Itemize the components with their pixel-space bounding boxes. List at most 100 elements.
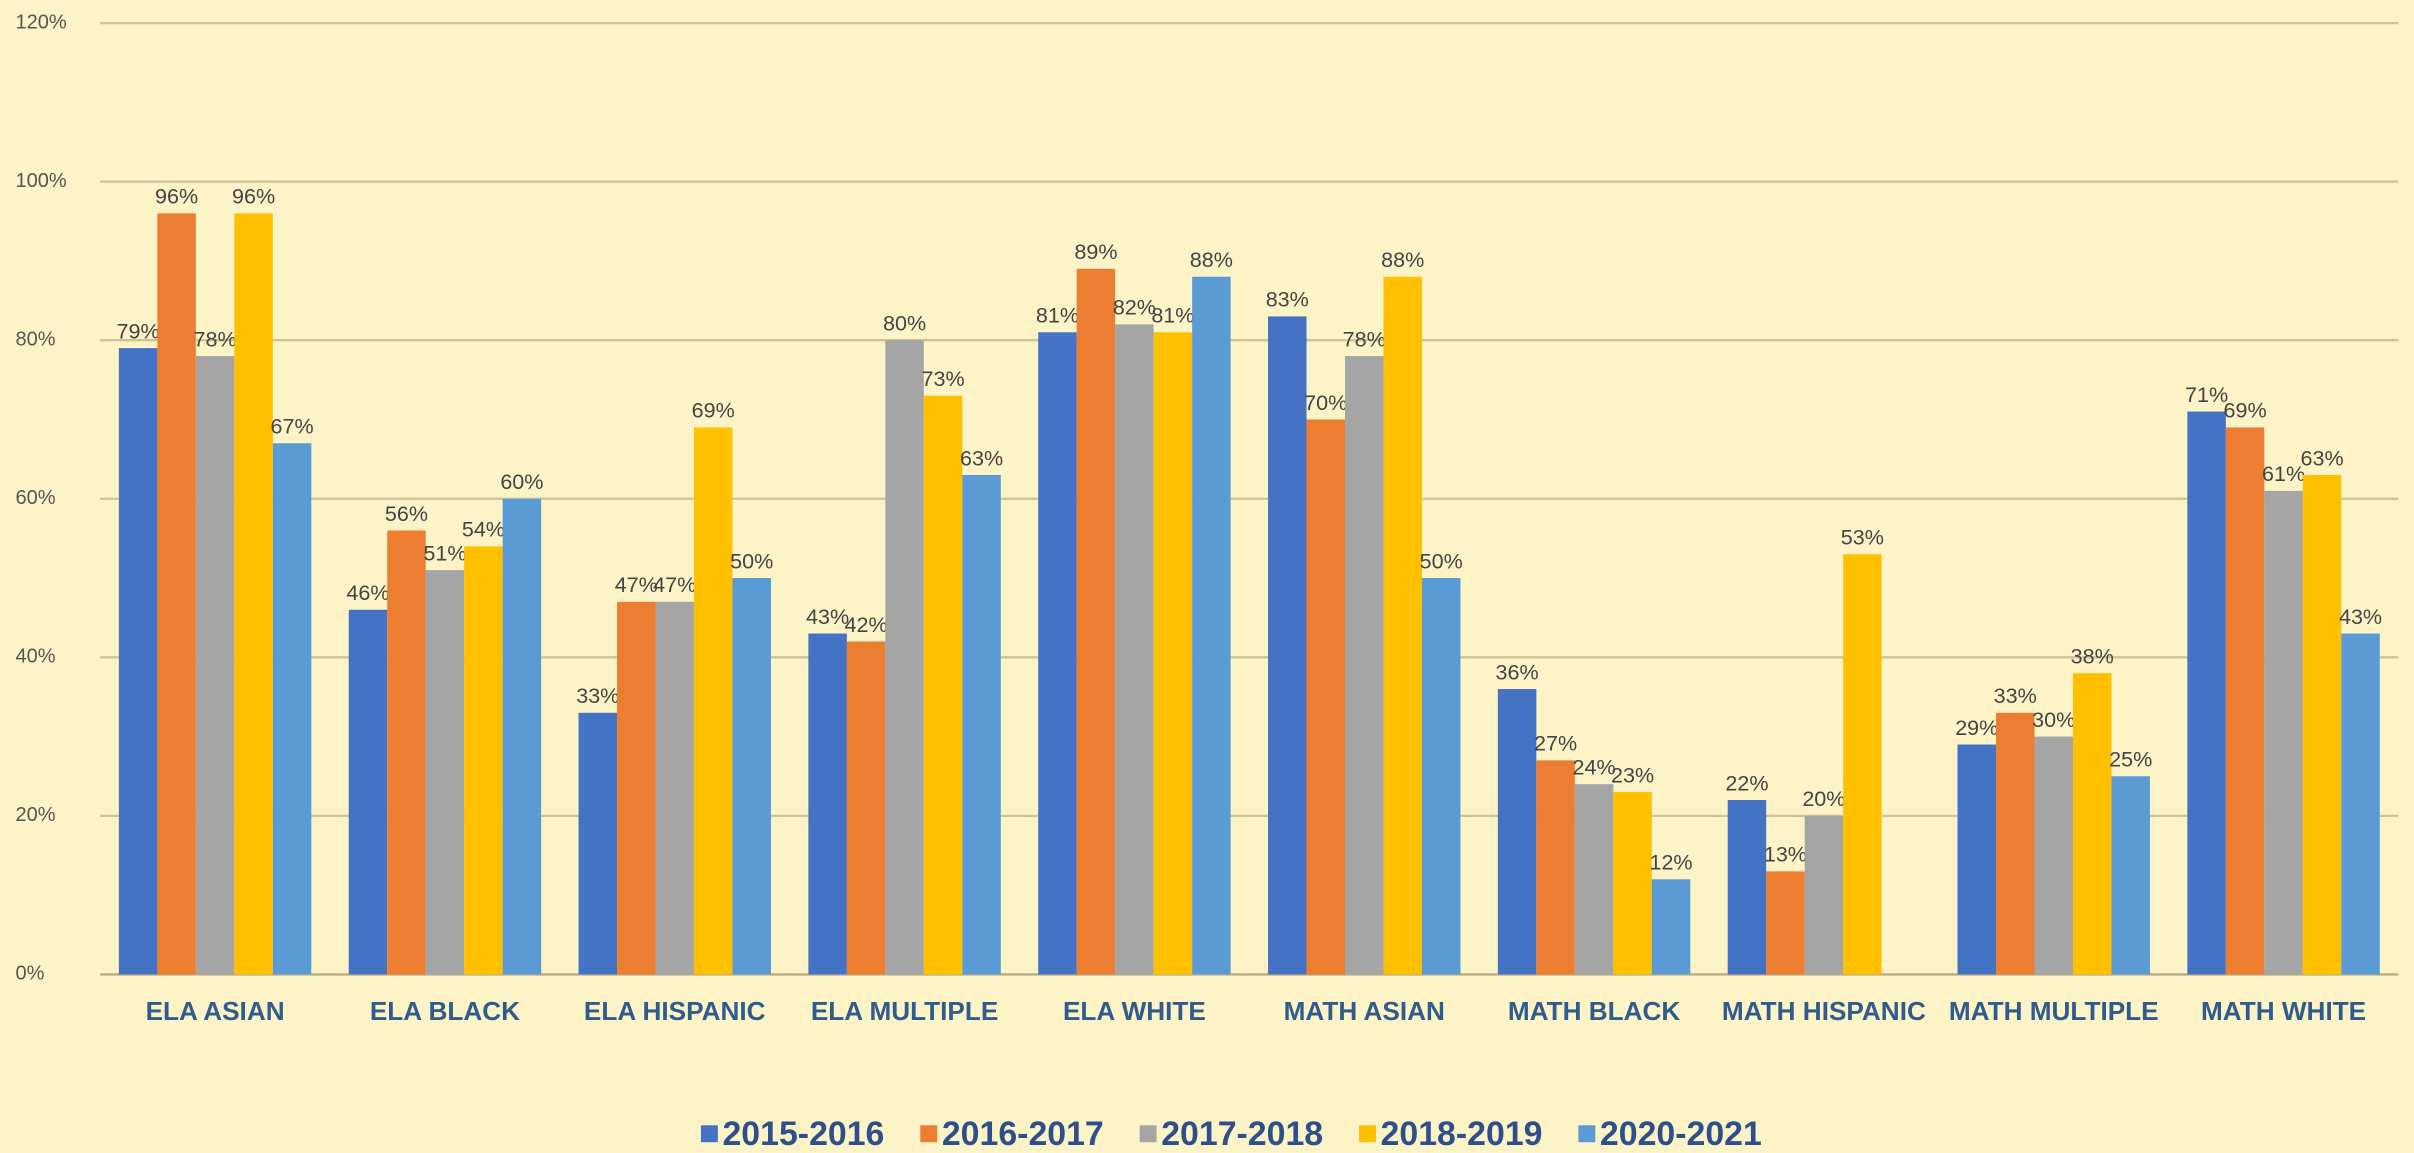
bar	[1115, 324, 1154, 975]
legend-label: 2016-2017	[942, 1115, 1104, 1153]
bar	[272, 443, 312, 975]
bar	[502, 498, 542, 975]
y-tick-label: 60%	[16, 487, 56, 509]
value-label: 63%	[960, 445, 1003, 470]
bar	[846, 641, 886, 975]
value-label: 23%	[1611, 762, 1654, 787]
value-label: 27%	[1534, 731, 1577, 756]
x-tick-label: MATH BLACK	[1508, 996, 1681, 1026]
value-label: 69%	[692, 398, 735, 423]
value-label: 81%	[1151, 303, 1194, 328]
legend-label: 2017-2018	[1161, 1115, 1323, 1153]
legend-label: 2015-2016	[722, 1115, 884, 1153]
bar	[2034, 736, 2073, 975]
value-label: 36%	[1496, 659, 1539, 684]
bar	[1766, 871, 1805, 975]
value-label: 30%	[2032, 707, 2075, 732]
x-tick-label: MATH HISPANIC	[1722, 996, 1926, 1026]
value-label: 69%	[2224, 398, 2267, 423]
bar	[387, 530, 426, 975]
value-label: 96%	[155, 184, 198, 209]
bar	[2225, 427, 2265, 975]
bar	[1536, 760, 1575, 975]
value-label: 54%	[462, 517, 505, 542]
value-label: 50%	[730, 548, 773, 573]
x-tick-label: MATH MULTIPLE	[1949, 996, 2159, 1026]
bar	[923, 395, 963, 975]
bar	[234, 213, 273, 975]
value-label: 88%	[1381, 247, 1424, 272]
y-tick-label: 20%	[16, 804, 56, 826]
x-tick-label: MATH WHITE	[2201, 996, 2366, 1026]
bar	[2264, 490, 2303, 975]
x-tick-label: MATH ASIAN	[1284, 996, 1445, 1026]
y-tick-label: 120%	[16, 11, 67, 33]
bar	[2341, 633, 2380, 975]
x-tick-label: ELA WHITE	[1063, 996, 1206, 1026]
value-label: 89%	[1074, 239, 1117, 264]
value-label: 38%	[2071, 643, 2114, 668]
bar	[1421, 578, 1461, 975]
bar	[157, 213, 196, 975]
x-tick-label: ELA HISPANIC	[584, 996, 766, 1026]
legend-swatch	[1139, 1125, 1157, 1143]
bar	[1804, 815, 1844, 975]
bar	[885, 340, 924, 975]
value-label: 50%	[1420, 548, 1463, 573]
value-label: 67%	[270, 414, 313, 439]
bar	[1996, 712, 2035, 975]
value-label: 25%	[2109, 747, 2152, 772]
legend-label: 2018-2019	[1381, 1115, 1543, 1153]
bar	[1268, 316, 1307, 975]
bar	[195, 356, 235, 975]
value-label: 88%	[1190, 247, 1233, 272]
bar	[732, 578, 771, 975]
value-label: 47%	[615, 572, 658, 597]
bar	[1727, 800, 1767, 975]
value-label: 42%	[845, 612, 888, 637]
value-label: 22%	[1725, 770, 1768, 795]
value-label: 61%	[2262, 461, 2305, 486]
value-label: 79%	[117, 318, 160, 343]
value-label: 51%	[423, 540, 466, 565]
value-label: 33%	[1994, 683, 2037, 708]
bar	[425, 570, 465, 975]
bar	[1038, 332, 1077, 975]
value-label: 78%	[1343, 326, 1386, 351]
value-label: 43%	[806, 604, 849, 629]
value-label: 83%	[1266, 287, 1309, 312]
y-tick-label: 80%	[16, 328, 56, 350]
bar	[808, 633, 847, 975]
y-tick-label: 100%	[16, 170, 67, 192]
bar	[1192, 276, 1231, 975]
bar	[1153, 332, 1193, 975]
x-tick-label: ELA ASIAN	[146, 996, 285, 1026]
bar	[962, 474, 1001, 975]
bar	[1574, 784, 1614, 975]
value-label: 46%	[346, 580, 389, 605]
value-label: 70%	[1304, 390, 1347, 415]
value-label: 78%	[194, 326, 237, 351]
value-label: 71%	[2185, 382, 2228, 407]
bar	[1957, 744, 1997, 975]
x-tick-label: ELA BLACK	[370, 996, 520, 1026]
value-label: 96%	[232, 184, 275, 209]
value-label: 13%	[1764, 842, 1807, 867]
bar	[655, 601, 694, 975]
bar	[2187, 411, 2226, 975]
value-label: 63%	[2300, 445, 2343, 470]
bar	[1306, 419, 1346, 975]
bar	[1651, 879, 1691, 975]
bar	[693, 427, 733, 975]
bar	[464, 546, 503, 975]
value-label: 29%	[1955, 715, 1998, 740]
value-label: 33%	[576, 683, 619, 708]
bar	[348, 609, 388, 975]
bar	[1613, 792, 1652, 975]
legend-swatch	[1359, 1125, 1376, 1143]
bar	[578, 712, 618, 975]
value-label: 43%	[2339, 604, 2382, 629]
value-label: 81%	[1036, 303, 1079, 328]
legend-swatch	[700, 1125, 718, 1143]
